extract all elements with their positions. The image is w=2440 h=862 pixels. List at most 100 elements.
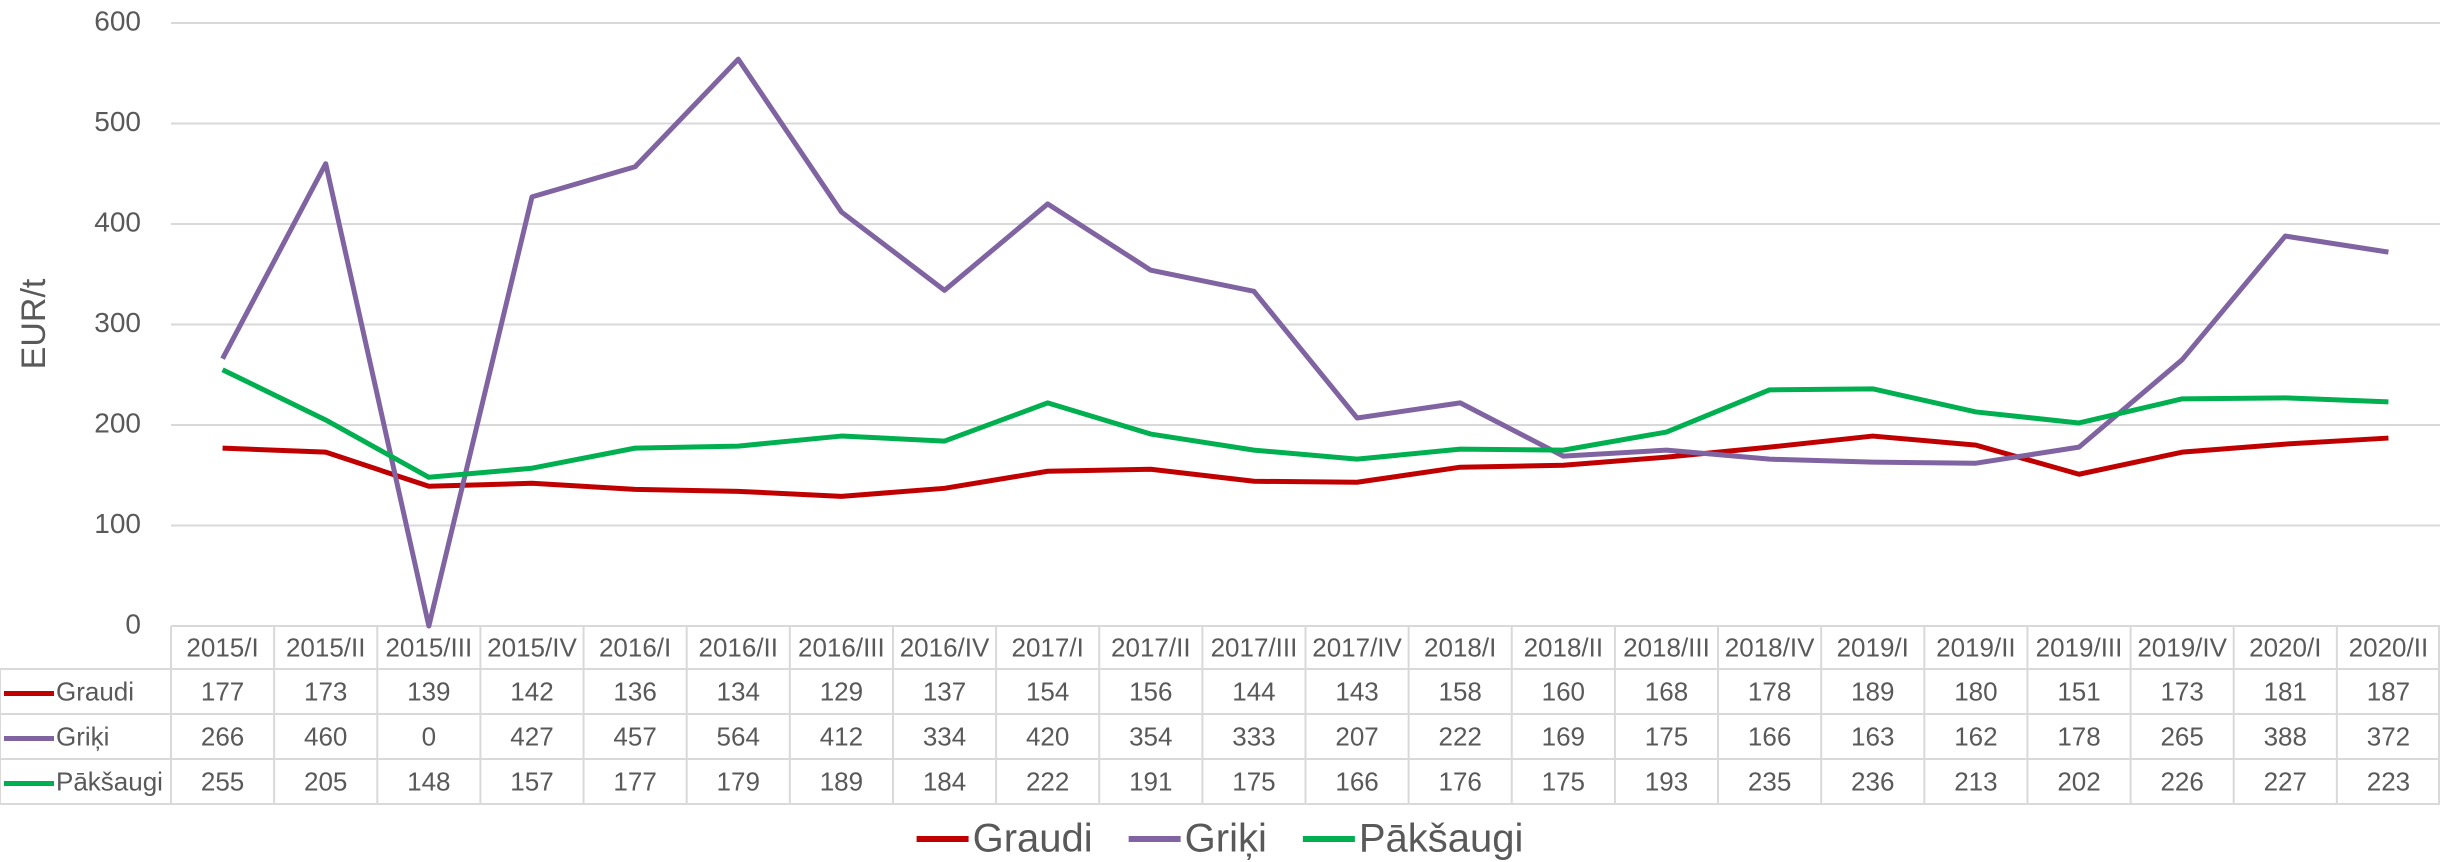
table-value: 265 bbox=[2160, 721, 2203, 751]
table-value: 0 bbox=[422, 721, 436, 751]
table-value: 173 bbox=[2160, 676, 2203, 706]
table-value: 157 bbox=[510, 766, 553, 796]
y-tick-label: 600 bbox=[94, 5, 141, 36]
x-tick-label: 2020/I bbox=[2249, 632, 2321, 662]
legend-label: Pākšaugi bbox=[1359, 817, 1524, 861]
table-value: 168 bbox=[1645, 676, 1688, 706]
table-value: 136 bbox=[613, 676, 656, 706]
table-series-name: Graudi bbox=[56, 676, 134, 706]
x-tick-label: 2018/IV bbox=[1725, 632, 1815, 662]
table-value: 163 bbox=[1851, 721, 1894, 751]
table-value: 255 bbox=[201, 766, 244, 796]
table-value: 189 bbox=[820, 766, 863, 796]
table-value: 202 bbox=[2057, 766, 2100, 796]
table-value: 457 bbox=[613, 721, 656, 751]
table-value: 137 bbox=[923, 676, 966, 706]
table-value: 177 bbox=[201, 676, 244, 706]
table-value: 222 bbox=[1439, 721, 1482, 751]
table-value: 173 bbox=[304, 676, 347, 706]
table-value: 334 bbox=[923, 721, 966, 751]
table-value: 222 bbox=[1026, 766, 1069, 796]
x-tick-label: 2016/II bbox=[698, 632, 778, 662]
table-value: 175 bbox=[1645, 721, 1688, 751]
table-value: 191 bbox=[1129, 766, 1172, 796]
table-value: 156 bbox=[1129, 676, 1172, 706]
x-tick-label: 2015/III bbox=[385, 632, 472, 662]
table-value: 226 bbox=[2160, 766, 2203, 796]
table-value: 427 bbox=[510, 721, 553, 751]
series-line bbox=[221, 367, 2389, 480]
x-tick-label: 2019/III bbox=[2036, 632, 2123, 662]
table-value: 162 bbox=[1954, 721, 1997, 751]
x-tick-label: 2017/III bbox=[1211, 632, 1298, 662]
table-value: 134 bbox=[717, 676, 760, 706]
y-tick-label: 500 bbox=[94, 106, 141, 137]
table-value: 187 bbox=[2367, 676, 2410, 706]
table-value: 166 bbox=[1335, 766, 1378, 796]
table-value: 420 bbox=[1026, 721, 1069, 751]
table-value: 158 bbox=[1439, 676, 1482, 706]
x-tick-label: 2018/II bbox=[1524, 632, 1604, 662]
table-value: 148 bbox=[407, 766, 450, 796]
table-value: 333 bbox=[1232, 721, 1275, 751]
table-value: 166 bbox=[1748, 721, 1791, 751]
table-value: 354 bbox=[1129, 721, 1172, 751]
x-tick-label: 2016/IV bbox=[900, 632, 990, 662]
x-tick-label: 2018/III bbox=[1623, 632, 1710, 662]
y-tick-label: 100 bbox=[94, 508, 141, 539]
table-value: 176 bbox=[1439, 766, 1482, 796]
table-value: 160 bbox=[1542, 676, 1585, 706]
table-value: 388 bbox=[2264, 721, 2307, 751]
table-value: 139 bbox=[407, 676, 450, 706]
x-tick-label: 2019/II bbox=[1936, 632, 2016, 662]
y-tick-label: 0 bbox=[125, 608, 141, 639]
table-series-name: Pākšaugi bbox=[56, 766, 163, 796]
x-tick-label: 2017/II bbox=[1111, 632, 1191, 662]
table-value: 129 bbox=[820, 676, 863, 706]
x-tick-label: 2017/I bbox=[1012, 632, 1084, 662]
table-value: 180 bbox=[1954, 676, 1997, 706]
table-value: 564 bbox=[717, 721, 760, 751]
y-tick-label: 300 bbox=[94, 307, 141, 338]
table-value: 142 bbox=[510, 676, 553, 706]
table-value: 184 bbox=[923, 766, 966, 796]
x-tick-label: 2018/I bbox=[1424, 632, 1496, 662]
y-tick-label: 400 bbox=[94, 206, 141, 237]
table-value: 144 bbox=[1232, 676, 1275, 706]
table-value: 213 bbox=[1954, 766, 1997, 796]
table-value: 460 bbox=[304, 721, 347, 751]
table-value: 179 bbox=[717, 766, 760, 796]
table-value: 189 bbox=[1851, 676, 1894, 706]
table-value: 181 bbox=[2264, 676, 2307, 706]
x-tick-label: 2017/IV bbox=[1312, 632, 1402, 662]
table-value: 223 bbox=[2367, 766, 2410, 796]
series-line bbox=[222, 433, 2389, 499]
table-value: 178 bbox=[2057, 721, 2100, 751]
table-value: 178 bbox=[1748, 676, 1791, 706]
x-tick-label: 2020/II bbox=[2349, 632, 2429, 662]
x-tick-label: 2015/I bbox=[186, 632, 258, 662]
table-value: 169 bbox=[1542, 721, 1585, 751]
table-value: 193 bbox=[1645, 766, 1688, 796]
table-value: 151 bbox=[2057, 676, 2100, 706]
table-value: 205 bbox=[304, 766, 347, 796]
x-tick-label: 2016/III bbox=[798, 632, 885, 662]
legend-label: Griķi bbox=[1185, 817, 1267, 861]
table-value: 175 bbox=[1232, 766, 1275, 796]
x-tick-label: 2015/IV bbox=[487, 632, 577, 662]
x-tick-label: 2019/I bbox=[1837, 632, 1909, 662]
table-value: 236 bbox=[1851, 766, 1894, 796]
y-tick-label: 200 bbox=[94, 407, 141, 438]
table-value: 207 bbox=[1335, 721, 1378, 751]
table-value: 412 bbox=[820, 721, 863, 751]
y-axis-label: EUR/t bbox=[15, 278, 53, 369]
x-tick-label: 2015/II bbox=[286, 632, 366, 662]
table-value: 372 bbox=[2367, 721, 2410, 751]
x-tick-label: 2019/IV bbox=[2137, 632, 2227, 662]
table-value: 235 bbox=[1748, 766, 1791, 796]
table-series-name: Griķi bbox=[56, 721, 109, 751]
table-value: 266 bbox=[201, 721, 244, 751]
table-value: 175 bbox=[1542, 766, 1585, 796]
x-tick-label: 2016/I bbox=[599, 632, 671, 662]
